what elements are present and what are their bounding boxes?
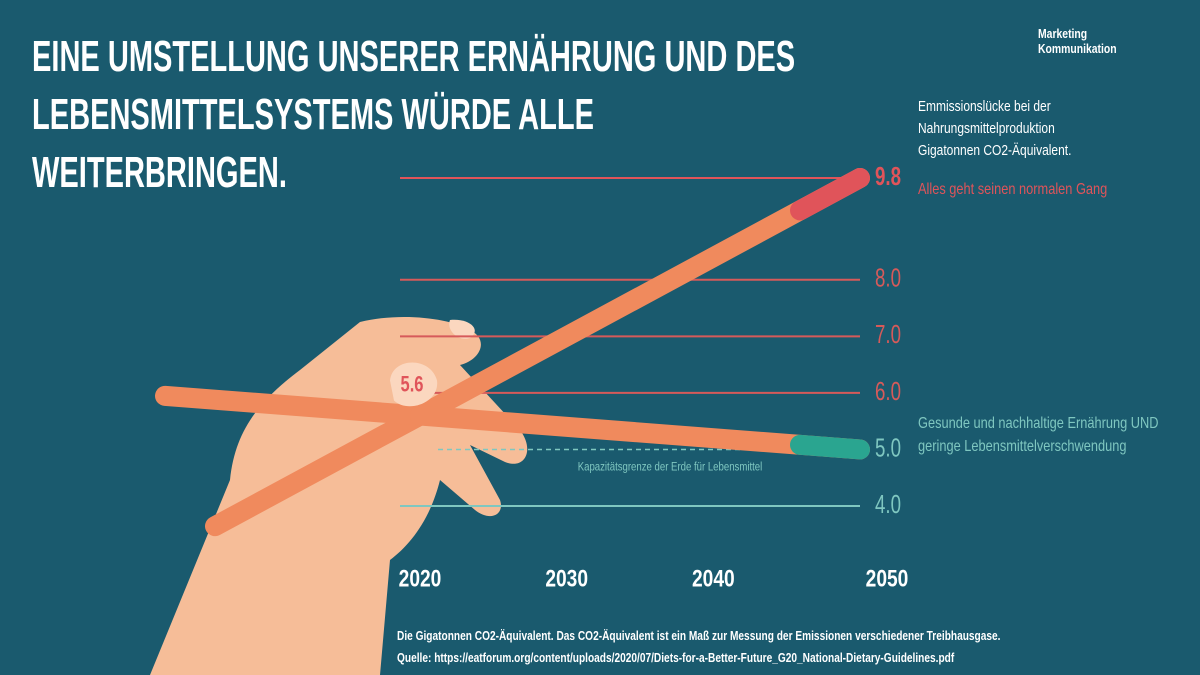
finger-nail	[449, 319, 475, 339]
stick-tip	[790, 434, 870, 460]
capacity-label: Kapazitätsgrenze der Erde für Lebensmitt…	[578, 461, 763, 474]
x-tick-label: 2040	[692, 564, 735, 592]
y-tick-label: 8.0	[875, 263, 901, 293]
source: Quelle: https://eatforum.org/content/upl…	[397, 650, 955, 665]
legend-label: Gesunde und nachhaltige Ernährung UND ge…	[918, 415, 1159, 455]
y-tick-label: 4.0	[875, 489, 901, 519]
knuckle	[390, 362, 438, 407]
brand: Marketing Kommunikation	[1038, 26, 1117, 56]
y-tick-label: 7.0	[875, 319, 901, 349]
data-label: 5.6	[401, 372, 424, 397]
x-tick-label: 2050	[866, 564, 909, 592]
stick-handle	[155, 385, 430, 426]
stick-tip	[790, 168, 870, 221]
stick-line	[410, 405, 870, 460]
footnote: Die Gigatonnen CO2-Äquivalent. Das CO2-Ä…	[397, 628, 1001, 643]
stick-line	[410, 168, 870, 426]
y-tick-label: 5.0	[875, 432, 901, 462]
x-tick-label: 2020	[399, 564, 442, 592]
stick-handle	[205, 405, 430, 537]
hand	[150, 316, 528, 675]
x-tick-label: 2030	[545, 564, 588, 592]
y-tick-label: 6.0	[875, 376, 901, 406]
legend-label: Alles geht seinen normalen Gang	[918, 181, 1108, 198]
y-tick-label: 9.8	[875, 161, 901, 191]
title: EINE UMSTELLUNG UNSERER ERNÄHRUNG UND DE…	[32, 32, 796, 197]
subtitle: Emmissionslücke bei der Nahrungsmittelpr…	[918, 98, 1072, 159]
